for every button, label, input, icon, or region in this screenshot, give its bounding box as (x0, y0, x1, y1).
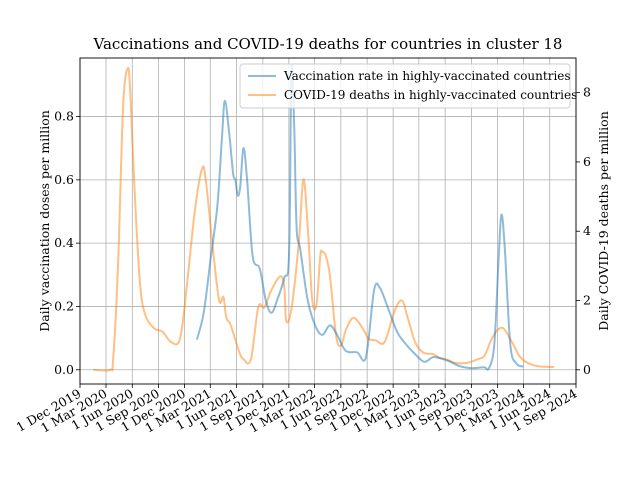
right-y-axis-label: Daily COVID-19 deaths per million (596, 111, 611, 331)
y-left-tick-label: 0.2 (54, 298, 74, 313)
vaccination-rate-line (195, 63, 524, 371)
chart-title: Vaccinations and COVID-19 deaths for cou… (93, 35, 563, 53)
covid-deaths-line (93, 66, 555, 372)
y-right-tick-label: 8 (583, 85, 591, 100)
y-right-tick-label: 4 (583, 223, 591, 238)
left-y-axis: 0.0 0.2 0.4 0.6 0.8 (54, 109, 80, 377)
y-right-tick-label: 2 (583, 293, 591, 308)
legend-box (239, 63, 571, 109)
legend-label-vaccination: Vaccination rate in highly-vaccinated co… (283, 69, 571, 83)
right-y-axis: 0 2 4 6 8 (576, 85, 591, 377)
legend-label-deaths: COVID-19 deaths in highly-vaccinated cou… (284, 88, 577, 102)
y-right-tick-label: 0 (583, 362, 591, 377)
y-left-tick-label: 0.4 (54, 235, 74, 250)
y-right-tick-label: 6 (583, 154, 591, 169)
series-lines (93, 63, 555, 372)
y-left-tick-label: 0.0 (54, 362, 74, 377)
left-y-axis-label: Daily vaccination doses per million (37, 110, 52, 332)
grid (79, 58, 577, 384)
plot-frame (79, 57, 577, 385)
y-left-tick-label: 0.6 (54, 172, 74, 187)
y-left-tick-label: 0.8 (54, 109, 74, 124)
legend: Vaccination rate in highly-vaccinated co… (239, 63, 577, 109)
